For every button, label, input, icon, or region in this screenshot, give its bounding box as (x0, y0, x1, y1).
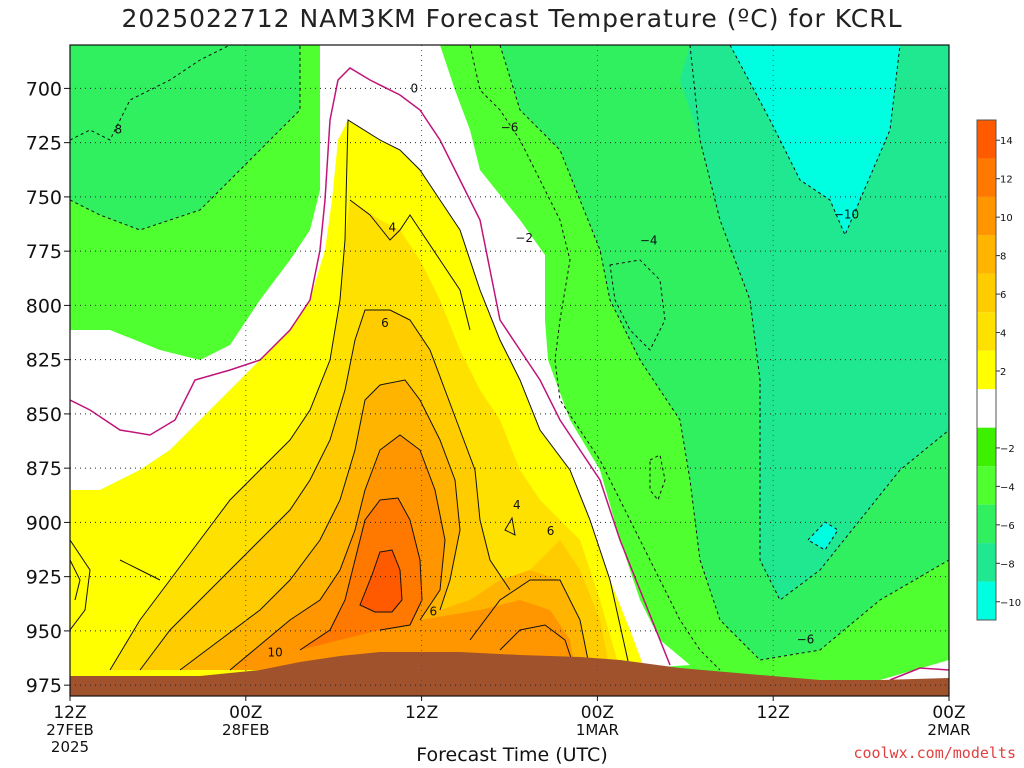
grid-lines (70, 45, 949, 696)
contour-label: 4 (513, 498, 521, 512)
legend-label: −10 (1000, 598, 1021, 609)
y-tick-label: 800 (26, 295, 62, 317)
y-tick-label: 925 (26, 567, 62, 589)
cold-fill-minus10-core (730, 45, 900, 235)
x-tick-date: 2MAR (927, 721, 970, 739)
x-tick-date: 1MAR (576, 721, 619, 739)
legend-swatch (977, 235, 996, 274)
legend-swatch (977, 389, 996, 428)
legend-label: 6 (1000, 290, 1006, 301)
y-tick-label: 700 (26, 78, 62, 100)
legend-swatch (977, 120, 996, 159)
cold-fill-minus8 (70, 45, 300, 230)
contour-label: 6 (381, 316, 389, 330)
y-tick-label: 850 (26, 404, 62, 426)
x-tick-date: 28FEB (222, 721, 269, 739)
legend-label: 14 (1000, 136, 1013, 147)
legend-swatch (977, 350, 996, 390)
x-tick-label: 00Z (932, 703, 965, 723)
y-tick-label: 900 (26, 512, 62, 534)
legend-label: −8 (1000, 559, 1015, 570)
chart-title: 2025022712 NAM3KM Forecast Temperature (… (121, 4, 903, 33)
color-legend: 14 12 10 8 6 4 2 −2 −4 −6 −8 −10 (976, 119, 1021, 621)
legend-swatch (977, 581, 996, 620)
contour-label: 0 (410, 81, 418, 95)
y-tick-label: 875 (26, 458, 62, 480)
contour-label: −10 (834, 207, 859, 221)
legend-label: 4 (1000, 329, 1006, 340)
contour-labels: 0 −6 8 −10 4 −2 −4 6 4 6 6 10 −6 (115, 81, 860, 660)
zero-degree-contour (70, 67, 949, 681)
x-tick-date: 27FEB (46, 721, 93, 739)
contour-label: −6 (501, 120, 519, 134)
x-tick-label: 12Z (405, 703, 438, 723)
contour-label: 8 (115, 123, 123, 137)
legend-label: −6 (1000, 521, 1015, 532)
legend-label: −2 (1000, 444, 1015, 455)
legend-swatch (977, 504, 996, 544)
plot-frame (69, 44, 950, 697)
y-tick-label: 725 (26, 133, 62, 155)
y-tick-label: 775 (26, 241, 62, 263)
y-tick-label: 750 (26, 187, 62, 209)
legend-frame (976, 119, 997, 621)
x-axis-title: Forecast Time (UTC) (416, 744, 608, 766)
y-tick-label: 950 (26, 621, 62, 643)
legend-label: 12 (1000, 175, 1013, 186)
legend-swatch (977, 273, 996, 313)
x-tick-label: 12Z (757, 703, 790, 723)
legend-swatch (977, 466, 996, 505)
negative-contour-lines (70, 45, 949, 671)
x-tick-year: 2025 (51, 738, 89, 756)
warm-fill-14 (360, 550, 402, 612)
contour-label: −2 (515, 231, 533, 245)
legend-swatch (977, 312, 996, 351)
terrain-fill (70, 652, 949, 696)
legend-label: 10 (1000, 213, 1013, 224)
contour-label: −4 (640, 233, 658, 247)
contour-label: 4 (388, 220, 396, 234)
legend-swatch (977, 158, 996, 197)
legend-swatch (977, 543, 996, 582)
y-axis: 700 725 750 775 800 825 850 875 900 925 950 975 (26, 78, 70, 697)
y-tick-label: 825 (26, 350, 62, 372)
y-tick-label: 975 (26, 675, 62, 697)
x-tick-label: 00Z (581, 703, 614, 723)
cold-fill-minus10-small (808, 522, 838, 550)
contour-label: 6 (429, 604, 437, 618)
legend-label: 2 (1000, 367, 1006, 378)
filled-contours (70, 45, 949, 696)
source-credit: coolwx.com/modelts (853, 744, 1016, 762)
positive-contour-lines (70, 119, 631, 671)
legend-label: −4 (1000, 482, 1015, 493)
cold-fill-minus10 (680, 45, 949, 600)
contour-label: 6 (547, 524, 555, 538)
legend-swatch (977, 427, 996, 467)
legend-swatch (977, 196, 996, 236)
x-tick-label: 00Z (229, 703, 262, 723)
x-tick-label: 12Z (53, 703, 86, 723)
contour-label: −6 (797, 633, 815, 647)
legend-label: 8 (1000, 252, 1006, 263)
contour-label: 10 (267, 646, 282, 660)
